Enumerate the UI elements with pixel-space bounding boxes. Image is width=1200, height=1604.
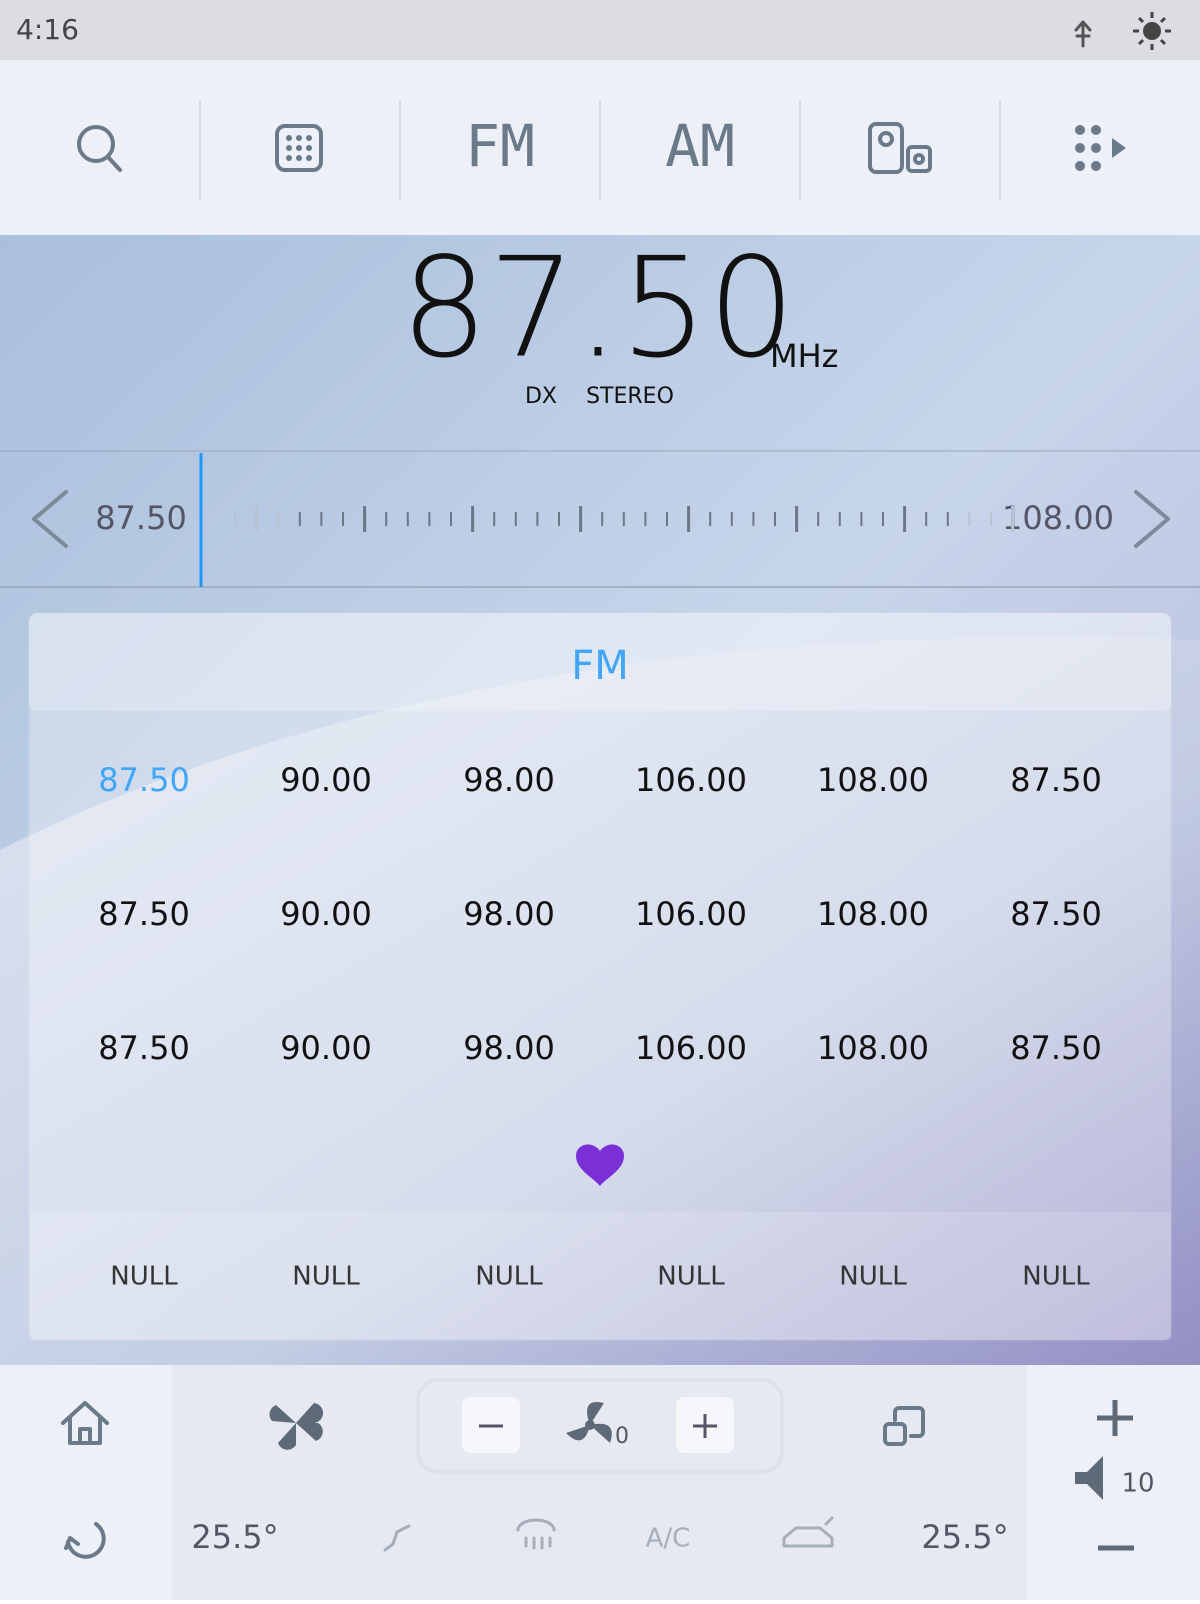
preset-button[interactable]: 98.00 <box>463 895 555 933</box>
range-end: 108.00 <box>1002 499 1114 537</box>
preset-grid: 87.50 90.00 98.00 106.00 108.00 87.50 87.50 90.… <box>98 761 1102 1292</box>
usb-icon <box>1074 20 1092 48</box>
preset-band: FM <box>571 643 629 689</box>
preset-name: NULL <box>657 1262 725 1292</box>
preset-header <box>29 613 1171 711</box>
seek-next-button[interactable] <box>1134 490 1170 548</box>
preset-names-row <box>29 1212 1171 1340</box>
range-start: 87.50 <box>95 499 187 537</box>
tuning-ticks <box>234 506 1015 532</box>
left-temperature: 25.5° <box>191 1518 278 1556</box>
climate-panel <box>172 1365 1027 1600</box>
frequency: 87.50 <box>400 228 795 389</box>
home-button[interactable] <box>61 1401 109 1445</box>
preset-button[interactable]: 90.00 <box>280 1029 372 1067</box>
preset-name: NULL <box>110 1262 178 1292</box>
am-button[interactable]: AM <box>665 112 735 180</box>
preset-name: NULL <box>839 1262 907 1292</box>
preset-button[interactable]: 106.00 <box>635 761 747 799</box>
preset-button[interactable]: 87.50 <box>1010 761 1102 799</box>
defrost-button[interactable] <box>516 1518 556 1550</box>
preset-button[interactable]: 87.50 <box>98 1029 190 1067</box>
preset-button[interactable]: 108.00 <box>817 761 929 799</box>
recirculation-button[interactable] <box>782 1516 834 1548</box>
playlist-button[interactable] <box>1075 125 1126 171</box>
preset-name: NULL <box>1022 1262 1090 1292</box>
preset-button[interactable]: 108.00 <box>817 895 929 933</box>
frequency-unit: MHz <box>770 337 838 375</box>
preset-name: NULL <box>475 1262 543 1292</box>
fm-button[interactable]: FM <box>465 112 535 180</box>
preset-button[interactable]: 106.00 <box>635 895 747 933</box>
speaker-button[interactable] <box>868 122 932 174</box>
preset-button[interactable]: 106.00 <box>635 1029 747 1067</box>
plus-icon <box>693 1414 717 1438</box>
preset-button[interactable]: 90.00 <box>280 895 372 933</box>
volume-up-button[interactable] <box>1097 1400 1133 1436</box>
ac-button[interactable]: A/C <box>646 1524 691 1554</box>
preset-button[interactable]: 108.00 <box>817 1029 929 1067</box>
preset-button[interactable]: 87.50 <box>1010 1029 1102 1067</box>
keypad-button[interactable] <box>275 124 323 172</box>
fan-speed-control <box>416 1378 784 1474</box>
preset-name: NULL <box>292 1262 360 1292</box>
search-button[interactable] <box>77 125 122 172</box>
preset-button[interactable]: 87.50 <box>98 761 190 799</box>
preset-button[interactable]: 87.50 <box>1010 895 1102 933</box>
background-dune <box>0 636 1200 1365</box>
status-time: 4:16 <box>16 13 79 46</box>
window-button[interactable] <box>883 1406 925 1446</box>
preset-button[interactable]: 90.00 <box>280 761 372 799</box>
volume-level: 10 <box>1121 1469 1154 1499</box>
preset-button[interactable]: 98.00 <box>463 761 555 799</box>
volume-icon <box>1075 1456 1103 1500</box>
dx-flag: DX <box>525 384 557 409</box>
airflow-button[interactable] <box>383 1524 411 1552</box>
preset-button[interactable]: 98.00 <box>463 1029 555 1067</box>
stereo-flag: STEREO <box>586 384 674 409</box>
brightness-icon <box>1133 12 1171 50</box>
toolbar-dividers <box>199 100 1001 200</box>
seek-prev-button[interactable] <box>32 490 68 548</box>
preset-button[interactable]: 87.50 <box>98 895 190 933</box>
favorite-button[interactable] <box>576 1144 624 1186</box>
preset-panel <box>28 612 1172 1341</box>
status-bar <box>0 0 1200 60</box>
right-temperature: 25.5° <box>921 1518 1008 1556</box>
fan-speed: 0 <box>615 1424 629 1449</box>
fan-icon <box>566 1401 612 1443</box>
back-button[interactable] <box>64 1522 106 1559</box>
fan-mode-button[interactable] <box>269 1403 324 1450</box>
